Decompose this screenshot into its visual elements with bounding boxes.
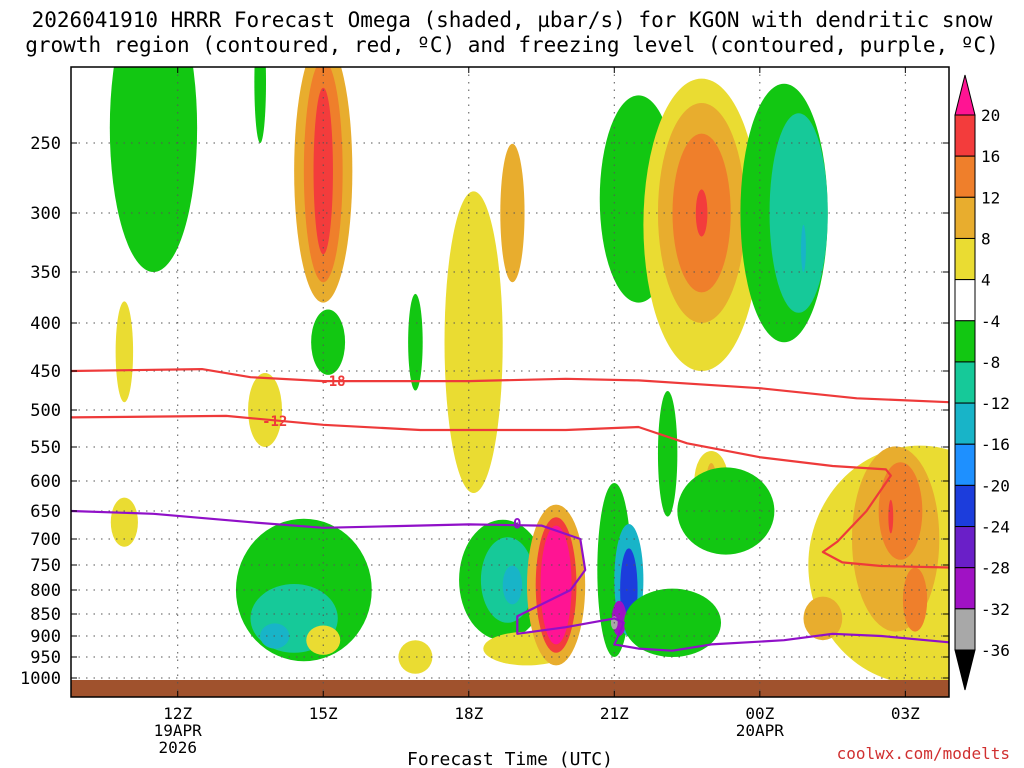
colorbar-label: -36 <box>981 641 1010 660</box>
colorbar-top-arrow <box>954 74 976 116</box>
omega-cell-47 <box>888 499 894 534</box>
colorbar: 20 16 12 8 4 -4 -8 -12 -16 -20 -24 -28 -32 -36 <box>954 74 1010 691</box>
omega-cell-46 <box>803 596 843 641</box>
colorbar-label: -20 <box>981 476 1010 495</box>
omega-cell-2 <box>110 497 138 547</box>
plot-frame <box>70 66 950 698</box>
contour-lines: -18 -12 0 <box>71 368 949 652</box>
y-tick-label: 300 <box>30 204 61 224</box>
x-tick-label: 18Z <box>454 704 483 723</box>
omega-cell-8 <box>408 293 423 391</box>
y-tick-label: 400 <box>30 314 61 334</box>
y-tick-label: 600 <box>30 472 61 492</box>
colorbar-box <box>954 608 976 651</box>
omega-cell-16 <box>500 143 525 283</box>
isotherm-line <box>71 368 949 404</box>
credit-text: coolwx.com/modelts <box>836 744 1010 763</box>
omega-cell-13 <box>306 625 341 655</box>
omega-cell-23 <box>540 525 572 645</box>
colorbar-box <box>954 155 976 198</box>
x-tick-label: 12Z <box>163 704 192 723</box>
y-tick-label: 1000 <box>20 669 61 689</box>
omega-cell-15 <box>444 191 503 493</box>
omega-shaded-field <box>109 67 949 685</box>
colorbar-label: -12 <box>981 394 1010 413</box>
colorbar-box <box>954 567 976 610</box>
colorbar-label: 12 <box>981 188 1000 207</box>
y-tick-label: 500 <box>30 401 61 421</box>
colorbar-label: -32 <box>981 600 1010 619</box>
grid-lines <box>71 67 949 697</box>
y-tick-label: 350 <box>30 263 61 283</box>
x-tick-label: 21Z <box>600 704 629 723</box>
y-tick-label: 800 <box>30 581 61 601</box>
omega-cell-19 <box>502 565 523 605</box>
y-tick-label: 700 <box>30 530 61 550</box>
chart-title-line-2: growth region (contoured, red, ºC) and f… <box>25 33 999 57</box>
x-tick-date: 19APR <box>154 721 203 740</box>
omega-cell-38 <box>677 467 775 555</box>
y-axis: 2503003504004505005506006507007508008509… <box>20 134 949 689</box>
colorbar-box <box>954 114 976 157</box>
isotherm-line <box>71 509 949 652</box>
colorbar-label: 20 <box>981 106 1000 125</box>
omega-cell-6 <box>313 87 333 255</box>
omega-cell-14 <box>398 640 433 674</box>
isotherm-label: -12 <box>262 414 287 430</box>
x-axis-title: Forecast Time (UTC) <box>407 749 613 768</box>
colorbar-box <box>954 279 976 322</box>
omega-cell-30 <box>623 588 722 657</box>
colorbar-box <box>954 526 976 569</box>
omega-cell-3 <box>254 67 267 143</box>
colorbar-box <box>954 320 976 363</box>
y-tick-label: 650 <box>30 502 61 522</box>
colorbar-label: -24 <box>981 518 1010 537</box>
y-tick-label: 850 <box>30 605 61 625</box>
isotherm-label: -18 <box>320 374 345 390</box>
y-tick-label: 550 <box>30 438 61 458</box>
colorbar-label: 16 <box>981 147 1000 166</box>
omega-cell-7 <box>311 309 346 375</box>
colorbar-label: -16 <box>981 435 1010 454</box>
x-tick-label: 03Z <box>891 704 920 723</box>
colorbar-label: 4 <box>981 271 991 290</box>
colorbar-bottom-arrow <box>954 649 976 691</box>
terrain-band <box>71 680 949 697</box>
y-tick-label: 950 <box>30 648 61 668</box>
y-tick-label: 450 <box>30 362 61 382</box>
colorbar-box <box>954 361 976 404</box>
colorbar-box <box>954 484 976 528</box>
omega-cell-0 <box>109 67 198 272</box>
omega-cell-1 <box>115 301 134 403</box>
x-tick-label: 00Z <box>745 704 774 723</box>
y-tick-label: 900 <box>30 627 61 647</box>
colorbar-box <box>954 402 976 445</box>
chart-title-line-1: 2026041910 HRRR Forecast Omega (shaded, … <box>31 8 993 32</box>
y-tick-label: 250 <box>30 134 61 154</box>
colorbar-box <box>954 237 976 281</box>
isotherm-line <box>71 414 949 569</box>
isotherm-label: 0 <box>513 516 521 532</box>
omega-cell-41 <box>801 224 806 272</box>
colorbar-label: -8 <box>981 353 1000 372</box>
omega-cell-9 <box>248 373 283 447</box>
colorbar-box <box>954 196 976 239</box>
omega-cell-44 <box>878 462 923 560</box>
omega-cell-31 <box>657 391 678 517</box>
x-tick-label: 15Z <box>309 704 338 723</box>
colorbar-label: -4 <box>981 312 1000 331</box>
colorbar-label: 8 <box>981 229 991 248</box>
colorbar-box <box>954 443 976 486</box>
y-tick-label: 750 <box>30 556 61 576</box>
colorbar-label: -28 <box>981 559 1010 578</box>
x-tick-date: 20APR <box>736 721 785 740</box>
x-tick-year: 2026 <box>158 738 197 757</box>
omega-cell-45 <box>902 567 928 632</box>
